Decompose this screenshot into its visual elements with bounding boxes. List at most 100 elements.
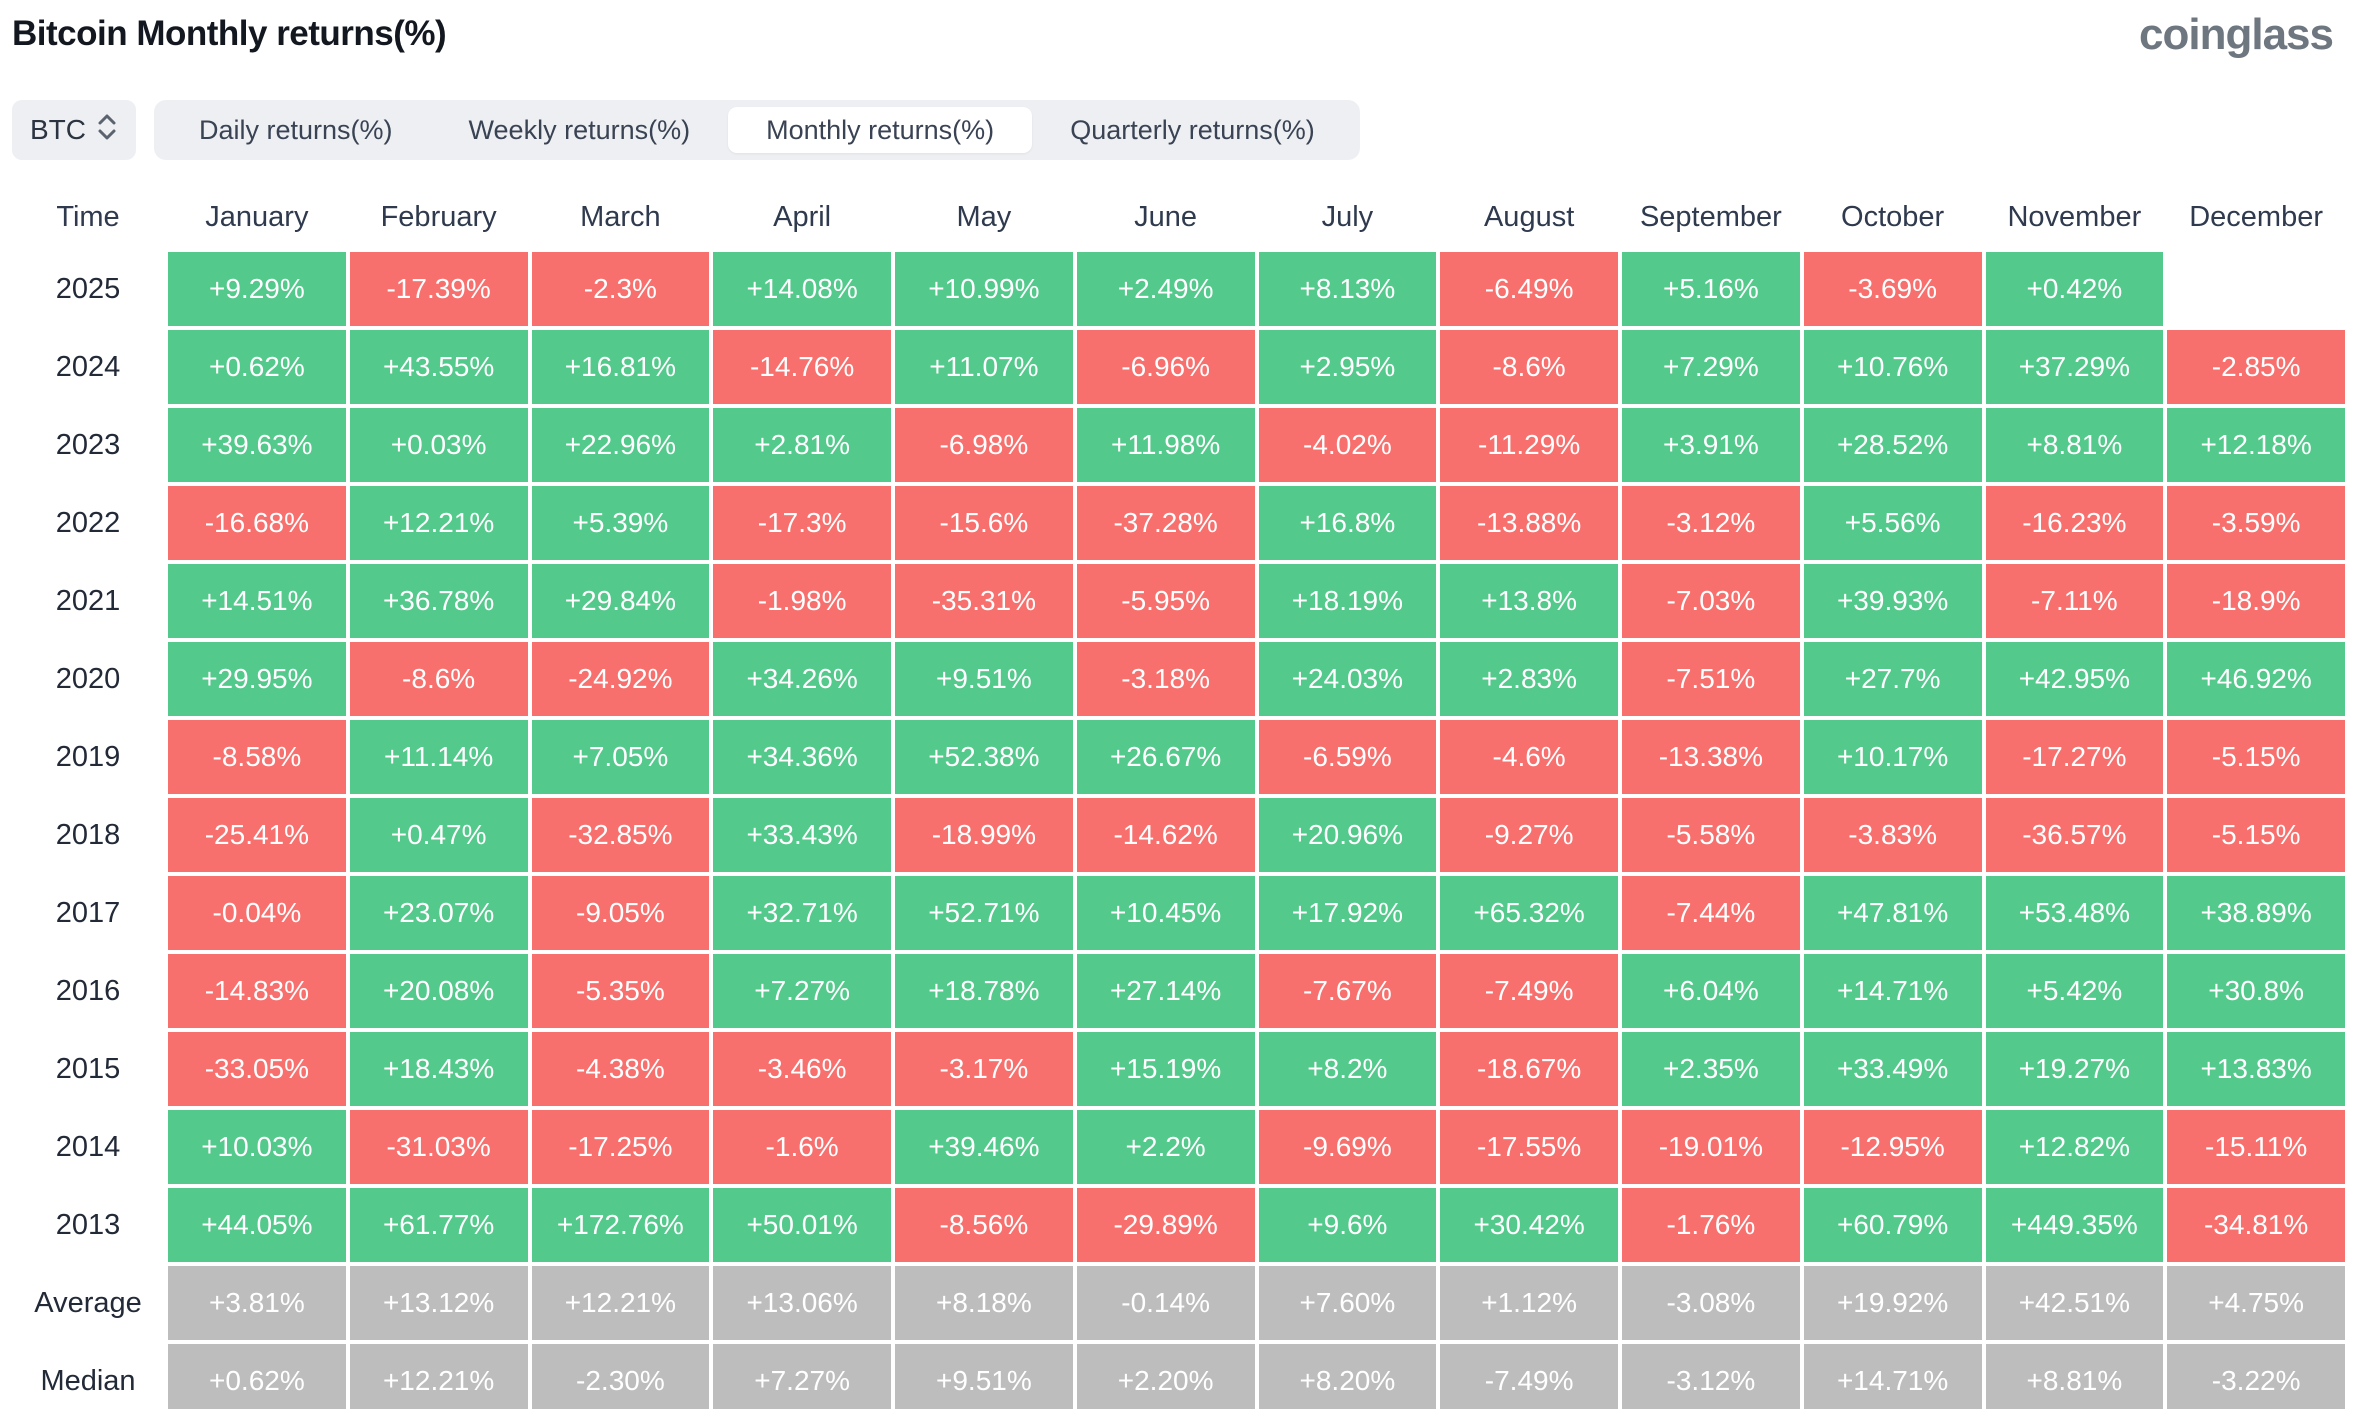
- return-cell: -8.6%: [349, 642, 528, 716]
- return-cell: -4.6%: [1440, 720, 1618, 794]
- row-label: 2022: [12, 486, 164, 560]
- return-cell: +23.07%: [349, 876, 528, 950]
- return-cell: -15.11%: [2167, 1110, 2345, 1184]
- return-cell: -36.57%: [1985, 798, 2164, 872]
- return-cell: +8.81%: [1985, 1344, 2164, 1409]
- column-header: November: [2007, 201, 2142, 233]
- return-cell: +14.51%: [168, 564, 346, 638]
- return-cell: -5.15%: [2167, 720, 2345, 794]
- return-cell: -5.15%: [2167, 798, 2345, 872]
- row-label: 2014: [12, 1110, 164, 1184]
- return-cell: -7.67%: [1258, 954, 1437, 1028]
- return-cell: +10.45%: [1076, 876, 1255, 950]
- return-cell: -6.59%: [1258, 720, 1437, 794]
- tab-quarterly[interactable]: Quarterly returns(%): [1070, 115, 1315, 145]
- return-cell: -5.95%: [1076, 564, 1255, 638]
- return-cell: -3.12%: [1622, 1344, 1800, 1409]
- return-cell: -12.95%: [1803, 1110, 1982, 1184]
- column-header: March: [580, 201, 661, 233]
- column-header: January: [205, 201, 309, 233]
- return-cell: +18.43%: [349, 1032, 528, 1106]
- return-cell: +1.12%: [1440, 1266, 1618, 1340]
- return-cell: +11.07%: [895, 330, 1073, 404]
- return-cell: +24.03%: [1258, 642, 1437, 716]
- return-cell: +18.19%: [1258, 564, 1437, 638]
- return-cell: -2.85%: [2167, 330, 2345, 404]
- return-cell: +6.04%: [1622, 954, 1800, 1028]
- symbol-select[interactable]: BTC: [12, 100, 136, 160]
- return-cell: -17.39%: [349, 252, 528, 326]
- return-cell: +20.96%: [1258, 798, 1437, 872]
- return-cell: +12.21%: [531, 1266, 710, 1340]
- return-cell: +8.13%: [1258, 252, 1437, 326]
- return-cell: -14.76%: [713, 330, 891, 404]
- return-cell: -6.96%: [1076, 330, 1255, 404]
- return-cell: +28.52%: [1803, 408, 1982, 482]
- return-cell: -37.28%: [1076, 486, 1255, 560]
- controls-bar: BTC Daily returns(%) Weekly returns(%) Mon…: [12, 100, 2345, 160]
- return-cell: -9.05%: [531, 876, 710, 950]
- return-cell: -17.27%: [1985, 720, 2164, 794]
- column-header: August: [1483, 201, 1575, 233]
- row-label: 2020: [12, 642, 164, 716]
- return-cell: -3.83%: [1803, 798, 1982, 872]
- tab-daily[interactable]: Daily returns(%): [199, 115, 393, 145]
- return-cell: +44.05%: [168, 1188, 346, 1262]
- return-cell: +12.82%: [1985, 1110, 2164, 1184]
- column-header: December: [2189, 201, 2324, 233]
- return-cell: -14.62%: [1076, 798, 1255, 872]
- tab-weekly[interactable]: Weekly returns(%): [468, 115, 691, 145]
- tab-monthly[interactable]: Monthly returns(%): [728, 107, 1033, 153]
- return-cell: +14.08%: [713, 252, 891, 326]
- return-cell: +42.95%: [1985, 642, 2164, 716]
- row-label: 2024: [12, 330, 164, 404]
- return-cell: -18.99%: [895, 798, 1073, 872]
- return-cell: +65.32%: [1440, 876, 1618, 950]
- return-cell: +27.7%: [1803, 642, 1982, 716]
- return-cell: +34.26%: [713, 642, 891, 716]
- return-cell: -13.88%: [1440, 486, 1618, 560]
- return-cell: +7.05%: [531, 720, 710, 794]
- return-cell: -29.89%: [1076, 1188, 1255, 1262]
- row-label: 2023: [12, 408, 164, 482]
- row-label: Average: [12, 1266, 164, 1340]
- return-cell: -7.11%: [1985, 564, 2164, 638]
- return-cell: -4.02%: [1258, 408, 1437, 482]
- return-cell: +14.71%: [1803, 954, 1982, 1028]
- return-cell: +8.18%: [895, 1266, 1073, 1340]
- return-cell: -7.49%: [1440, 1344, 1618, 1409]
- return-cell: +13.83%: [2167, 1032, 2345, 1106]
- return-cell: +11.98%: [1076, 408, 1255, 482]
- return-cell: -24.92%: [531, 642, 710, 716]
- return-cell: [2167, 252, 2345, 326]
- column-header: June: [1134, 201, 1198, 233]
- return-cell: +7.27%: [713, 954, 891, 1028]
- return-cell: -35.31%: [895, 564, 1073, 638]
- return-cell: +7.60%: [1258, 1266, 1437, 1340]
- return-cell: +20.08%: [349, 954, 528, 1028]
- return-cell: +9.51%: [895, 642, 1073, 716]
- return-cell: -25.41%: [168, 798, 346, 872]
- return-cell: +12.21%: [349, 486, 528, 560]
- return-cell: +33.43%: [713, 798, 891, 872]
- return-cell: +10.03%: [168, 1110, 346, 1184]
- return-cell: +16.81%: [531, 330, 710, 404]
- return-cell: -11.29%: [1440, 408, 1618, 482]
- return-cell: -7.51%: [1622, 642, 1800, 716]
- return-cell: -33.05%: [168, 1032, 346, 1106]
- return-cell: +0.62%: [168, 1344, 346, 1409]
- return-cell: -7.03%: [1622, 564, 1800, 638]
- return-cell: +47.81%: [1803, 876, 1982, 950]
- return-cell: +50.01%: [713, 1188, 891, 1262]
- return-cell: +16.8%: [1258, 486, 1437, 560]
- return-cell: -3.22%: [2167, 1344, 2345, 1409]
- column-header: October: [1841, 201, 1945, 233]
- row-label: 2018: [12, 798, 164, 872]
- return-cell: +3.91%: [1622, 408, 1800, 482]
- return-cell: +2.95%: [1258, 330, 1437, 404]
- return-cell: +19.27%: [1985, 1032, 2164, 1106]
- return-cell: +4.75%: [2167, 1266, 2345, 1340]
- return-cell: -6.49%: [1440, 252, 1618, 326]
- return-cell: +9.29%: [168, 252, 346, 326]
